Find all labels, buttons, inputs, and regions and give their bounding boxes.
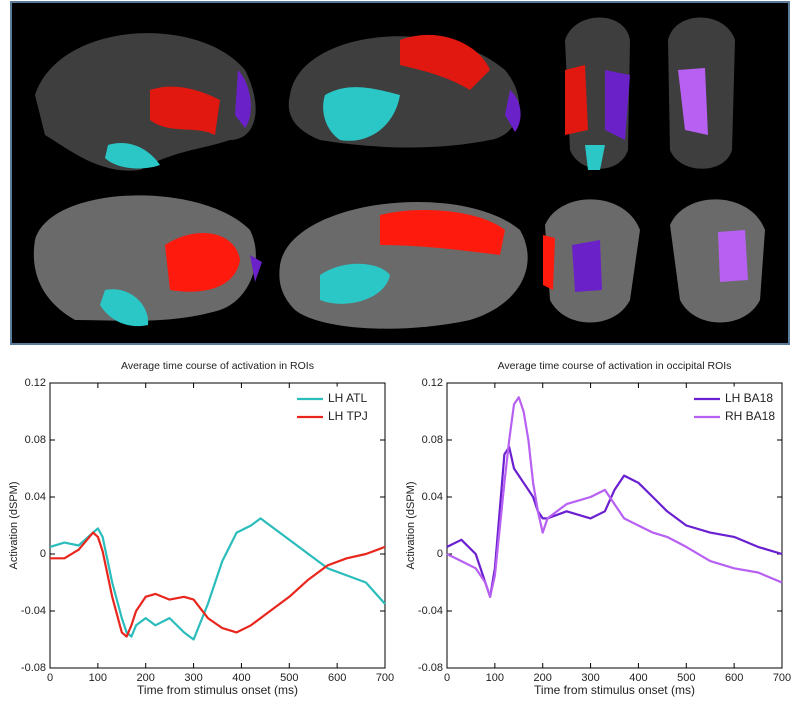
y-tick-label: 0 <box>40 548 46 560</box>
x-tick-label: 200 <box>137 672 155 684</box>
brain-surface <box>35 33 256 171</box>
y-tick-label: 0 <box>437 548 443 560</box>
series-line <box>446 446 783 598</box>
y-tick-label: -0.04 <box>21 605 46 617</box>
brain-panel <box>10 1 790 345</box>
roi-region <box>605 70 630 140</box>
x-tick-label: 500 <box>677 672 695 684</box>
roi-region <box>565 65 588 135</box>
roi-region <box>165 233 240 292</box>
roi-region <box>250 255 262 282</box>
roi-region <box>718 230 748 282</box>
legend-label: RH BA18 <box>725 409 775 423</box>
roi-region <box>400 34 490 90</box>
line-chart: Average time course of activation in occ… <box>405 360 791 697</box>
x-axis-label: Time from stimulus onset (ms) <box>534 683 695 697</box>
x-tick-label: 600 <box>725 672 743 684</box>
y-tick-label: -0.08 <box>21 662 46 674</box>
y-axis-label: Activation (dSPM) <box>8 481 20 569</box>
y-axis-label: Activation (dSPM) <box>405 481 417 569</box>
x-tick-label: 300 <box>581 672 599 684</box>
y-tick-label: 0.04 <box>25 491 46 503</box>
x-tick-label: 700 <box>773 672 791 684</box>
legend: LH BA18 RH BA18 <box>689 386 779 434</box>
y-tick-label: -0.08 <box>418 662 443 674</box>
x-axis-label: Time from stimulus onset (ms) <box>137 683 298 697</box>
legend-label: LH BA18 <box>725 391 773 405</box>
chart-title: Average time course of activation in occ… <box>498 360 732 372</box>
series-line <box>50 531 386 638</box>
roi-region <box>543 235 555 290</box>
y-tick-label: 0.12 <box>25 377 46 389</box>
brain-surface <box>670 199 765 323</box>
plot-frame <box>446 382 783 669</box>
y-tick-label: -0.04 <box>418 605 443 617</box>
y-tick-label: 0.04 <box>422 491 443 503</box>
roi-region <box>150 86 220 135</box>
y-tick-label: 0.08 <box>25 434 46 446</box>
roi-region <box>678 68 708 135</box>
legend-label: LH ATL <box>328 391 367 405</box>
series-line <box>49 517 386 641</box>
legend-box <box>292 386 382 434</box>
x-tick-label: 400 <box>629 672 647 684</box>
roi-region <box>572 240 602 292</box>
roi-region <box>320 263 390 304</box>
roi-region <box>100 289 149 327</box>
roi-region <box>235 70 251 128</box>
x-tick-label: 0 <box>47 672 53 684</box>
roi-region <box>505 90 521 132</box>
roi-region <box>105 142 160 169</box>
roi-region <box>323 87 400 141</box>
chart-title: Average time course of activation in ROI… <box>121 360 314 372</box>
legend-label: LH TPJ <box>328 409 368 423</box>
plot-frame <box>49 382 386 669</box>
line-chart: Average time course of activation in ROI… <box>8 360 394 697</box>
x-tick-label: 100 <box>486 672 504 684</box>
x-tick-label: 400 <box>232 672 250 684</box>
x-tick-label: 300 <box>184 672 202 684</box>
x-tick-label: 0 <box>444 672 450 684</box>
y-tick-label: 0.08 <box>422 434 443 446</box>
series-line <box>446 396 783 598</box>
roi-region <box>380 210 505 255</box>
x-tick-label: 200 <box>534 672 552 684</box>
legend-box <box>689 386 779 434</box>
x-tick-label: 600 <box>328 672 346 684</box>
x-tick-label: 700 <box>376 672 394 684</box>
roi-region <box>585 145 605 170</box>
x-tick-label: 100 <box>89 672 107 684</box>
y-tick-label: 0.12 <box>422 377 443 389</box>
legend: LH ATL LH TPJ <box>292 386 382 434</box>
x-tick-label: 500 <box>280 672 298 684</box>
